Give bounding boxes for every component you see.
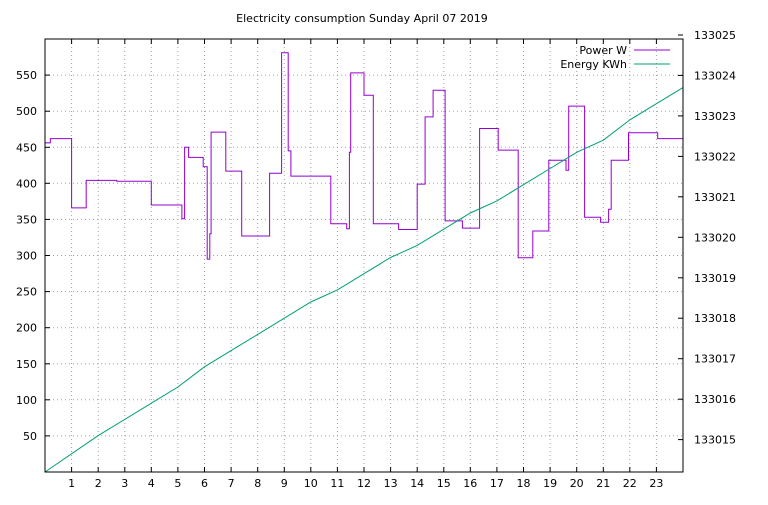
x-tick-label: 12: [357, 477, 371, 490]
y-tick-label: 550: [16, 69, 37, 82]
x-tick-label: 18: [517, 477, 531, 490]
x-tick-label: 20: [570, 477, 584, 490]
x-tick-label: 8: [254, 477, 261, 490]
legend-label-power: Power W: [579, 44, 627, 57]
series-layer: [44, 52, 684, 473]
x-tick-label: 2: [95, 477, 102, 490]
x-tick-label: 17: [490, 477, 504, 490]
x-tick-label: 1: [68, 477, 75, 490]
y-tick-label: 50: [23, 430, 37, 443]
y2-tick-label: 133016: [694, 393, 736, 406]
x-tick-label: 3: [121, 477, 128, 490]
y-tick-label: 100: [16, 394, 37, 407]
x-tick-label: 11: [330, 477, 344, 490]
x-tick-label: 7: [228, 477, 235, 490]
chart-title: Electricity consumption Sunday April 07 …: [236, 12, 488, 25]
tick-layer: 1 2 3 4 5 6 7 8 9 10 11 12 13 14 15 16 17 18 19 20 21 22 23501…: [16, 29, 736, 490]
x-tick-label: 10: [304, 477, 318, 490]
y2-tick-label: 133024: [694, 69, 736, 82]
x-tick-label: 9: [281, 477, 288, 490]
y-tick-label: 300: [16, 250, 37, 263]
x-tick-label: 19: [543, 477, 557, 490]
y2-tick-label: 133025: [694, 29, 736, 42]
series-line-power-w: [45, 52, 683, 260]
y2-tick-label: 133020: [694, 231, 736, 244]
y2-tick-label: 133015: [694, 434, 736, 447]
x-tick-label: 13: [384, 477, 398, 490]
y-tick-label: 250: [16, 286, 37, 299]
x-tick-label: 16: [463, 477, 477, 490]
x-tick-label: 23: [649, 477, 663, 490]
legend-label-energy: Energy KWh: [560, 58, 627, 71]
y-tick-label: 200: [16, 322, 37, 335]
x-tick-label: 6: [201, 477, 208, 490]
x-tick-label: 15: [437, 477, 451, 490]
x-tick-label: 22: [623, 477, 637, 490]
y-tick-label: 350: [16, 213, 37, 226]
x-tick-label: 5: [174, 477, 181, 490]
x-tick-label: 4: [148, 477, 155, 490]
y2-tick-label: 133023: [694, 110, 736, 123]
legend: Power W Energy KWh: [560, 44, 670, 71]
series-line-energy-kwh: [44, 87, 684, 473]
x-tick-label: 21: [596, 477, 610, 490]
y-tick-label: 150: [16, 358, 37, 371]
y2-tick-label: 133019: [694, 272, 736, 285]
y-tick-label: 500: [16, 105, 37, 118]
grid: [45, 39, 683, 472]
x-tick-label: 14: [410, 477, 424, 490]
y2-tick-label: 133022: [694, 150, 736, 163]
y-tick-label: 450: [16, 141, 37, 154]
y2-tick-label: 133018: [694, 312, 736, 325]
y2-tick-label: 133017: [694, 353, 736, 366]
y-tick-label: 400: [16, 177, 37, 190]
y2-tick-label: 133021: [694, 191, 736, 204]
